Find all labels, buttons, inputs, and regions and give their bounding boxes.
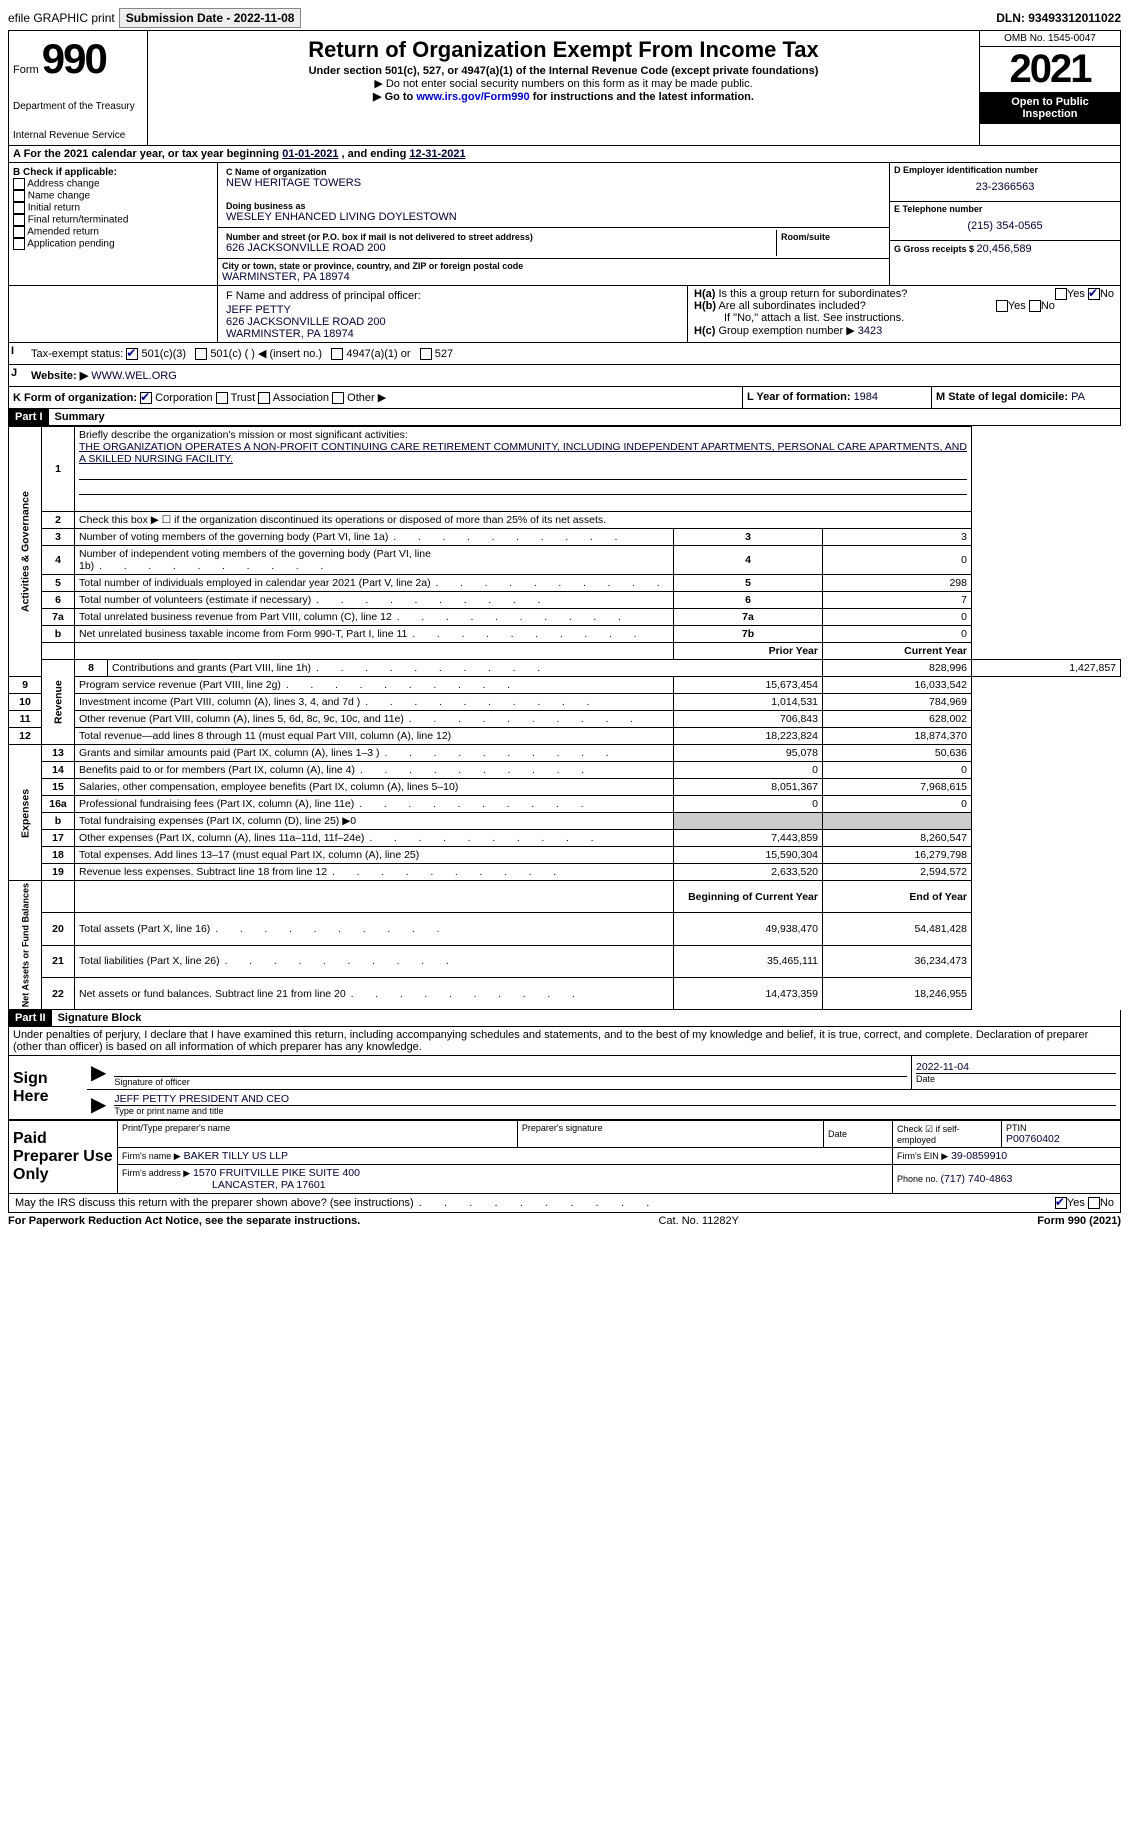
phone: (215) 354-0565 bbox=[894, 214, 1116, 238]
discuss-yes[interactable] bbox=[1055, 1197, 1067, 1209]
tax-year: 2021 bbox=[980, 47, 1120, 92]
open-inspection: Open to Public Inspection bbox=[980, 92, 1120, 124]
city: WARMINSTER, PA 18974 bbox=[222, 271, 885, 283]
col-d: D Employer identification number 23-2366… bbox=[889, 163, 1120, 285]
mission: THE ORGANIZATION OPERATES A NON-PROFIT C… bbox=[79, 441, 967, 465]
chk-name[interactable] bbox=[13, 190, 25, 202]
submission-button[interactable]: Submission Date - 2022-11-08 bbox=[119, 8, 302, 28]
col-c: C Name of organization NEW HERITAGE TOWE… bbox=[218, 163, 889, 285]
chk-501c3[interactable] bbox=[126, 348, 138, 360]
line-klm: K Form of organization: Corporation Trus… bbox=[8, 387, 1121, 409]
form-title: Return of Organization Exempt From Incom… bbox=[152, 37, 975, 63]
footer: For Paperwork Reduction Act Notice, see … bbox=[8, 1213, 1121, 1227]
paid-preparer-table: Paid Preparer Use Only Print/Type prepar… bbox=[8, 1120, 1121, 1194]
sub2: Do not enter social security numbers on … bbox=[152, 77, 975, 90]
dba: WESLEY ENHANCED LIVING DOYLESTOWN bbox=[226, 211, 881, 223]
summary-table: Activities & Governance 1 Briefly descri… bbox=[8, 426, 1121, 1010]
side-exp: Expenses bbox=[9, 745, 42, 881]
website: WWW.WEL.ORG bbox=[91, 370, 177, 382]
line-i: I Tax-exempt status: 501(c)(3) 501(c) ( … bbox=[8, 343, 1121, 365]
dln: DLN: 93493312011022 bbox=[996, 11, 1121, 25]
form-number: 990 bbox=[42, 35, 106, 82]
identity-block: B Check if applicable: Address change Na… bbox=[8, 163, 1121, 286]
form-header: Form 990 Department of the Treasury Inte… bbox=[8, 30, 1121, 146]
side-net: Net Assets or Fund Balances bbox=[9, 881, 42, 1010]
top-bar: efile GRAPHIC print Submission Date - 20… bbox=[8, 8, 1121, 28]
gross: 20,456,589 bbox=[977, 243, 1032, 255]
fh-block: F Name and address of principal officer:… bbox=[8, 286, 1121, 343]
chk-corp[interactable] bbox=[140, 392, 152, 404]
group-exemption: 3423 bbox=[858, 325, 882, 337]
discuss-row: May the IRS discuss this return with the… bbox=[8, 1194, 1121, 1213]
chk-amended[interactable] bbox=[13, 226, 25, 238]
omb: OMB No. 1545-0047 bbox=[980, 31, 1120, 47]
side-ag: Activities & Governance bbox=[9, 427, 42, 677]
part2-header: Part II Signature Block bbox=[8, 1010, 1121, 1027]
penalty-text: Under penalties of perjury, I declare th… bbox=[8, 1027, 1121, 1055]
side-rev: Revenue bbox=[42, 660, 75, 745]
irs: Internal Revenue Service bbox=[13, 130, 143, 141]
officer-name: JEFF PETTY bbox=[222, 304, 683, 316]
chk-address[interactable] bbox=[13, 178, 25, 190]
ein: 23-2366563 bbox=[894, 175, 1116, 199]
col-b: B Check if applicable: Address change Na… bbox=[9, 163, 218, 285]
ha-no[interactable] bbox=[1088, 288, 1100, 300]
chk-final[interactable] bbox=[13, 214, 25, 226]
street: 626 JACKSONVILLE ROAD 200 bbox=[226, 242, 772, 254]
irs-link[interactable]: www.irs.gov/Form990 bbox=[416, 91, 529, 103]
line-j: J Website: ▶ WWW.WEL.ORG bbox=[8, 365, 1121, 387]
sub3: Go to www.irs.gov/Form990 for instructio… bbox=[152, 90, 975, 103]
part1-header: Part I Summary bbox=[8, 409, 1121, 426]
chk-initial[interactable] bbox=[13, 202, 25, 214]
org-name: NEW HERITAGE TOWERS bbox=[226, 177, 881, 189]
dept: Department of the Treasury bbox=[13, 101, 143, 112]
form-word: Form bbox=[13, 64, 39, 76]
chk-pending[interactable] bbox=[13, 238, 25, 250]
efile-label: efile GRAPHIC print bbox=[8, 11, 115, 25]
sign-here-table: Sign Here ▶ Signature of officer 2022-11… bbox=[8, 1055, 1121, 1120]
line-a: A For the 2021 calendar year, or tax yea… bbox=[8, 146, 1121, 163]
sub1: Under section 501(c), 527, or 4947(a)(1)… bbox=[152, 65, 975, 77]
